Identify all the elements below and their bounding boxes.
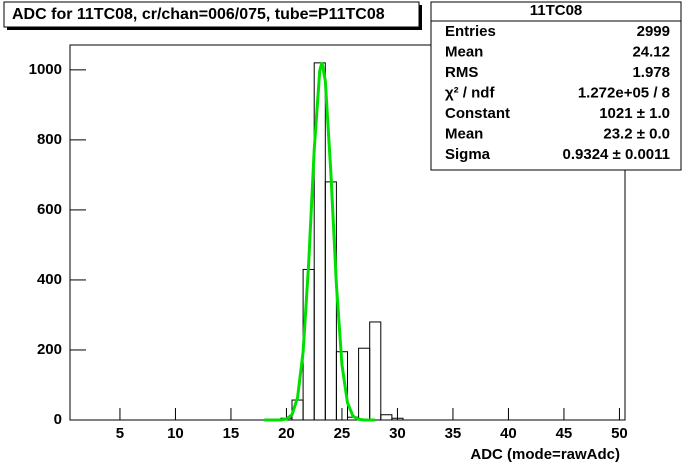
x-tick-label: 50 [611,425,628,442]
stats-label: Mean [445,125,483,142]
stats-value: 1.272e+05 / 8 [578,84,670,101]
chart-title: ADC for 11TC08, cr/chan=006/075, tube=P1… [12,6,385,23]
stats-label: χ² / ndf [445,84,495,101]
stats-box [430,1,682,171]
y-tick-label: 600 [37,201,62,218]
stats-value: 2999 [637,23,670,40]
y-tick-label: 0 [54,411,62,428]
x-tick-label: 40 [500,425,517,442]
title-box [3,1,420,28]
stats-label: Sigma [445,146,491,163]
stats-label: RMS [445,64,478,81]
stats-label: Mean [445,43,483,60]
stats-title: 11TC08 [530,2,583,19]
x-tick-label: 10 [167,425,184,442]
stats-value: 24.12 [632,43,670,60]
fit-curve [264,62,376,422]
y-tick-label: 400 [37,271,62,288]
stats-value: 1021 ± 1.0 [599,105,670,122]
bar [358,347,371,421]
x-tick-label: 5 [116,425,124,442]
x-tick-label: 30 [389,425,406,442]
bar [380,414,393,421]
bar [391,417,404,421]
y-tick-label: 800 [37,131,62,148]
stats-label: Entries [445,23,496,40]
x-axis-label: ADC (mode=rawAdc) [470,446,620,463]
bar [324,181,337,421]
y-tick-label: 1000 [29,61,62,78]
x-tick-label: 35 [445,425,462,442]
stats-value: 23.2 ± 0.0 [603,125,670,142]
x-tick-label: 25 [334,425,351,442]
x-tick-label: 20 [278,425,295,442]
y-tick-label: 200 [37,341,62,358]
stats-label: Constant [445,105,510,122]
x-tick-label: 45 [556,425,573,442]
bar [369,321,382,421]
stats-value: 1.978 [632,64,670,81]
stats-value: 0.9324 ± 0.0011 [563,146,671,163]
x-tick-label: 15 [223,425,240,442]
